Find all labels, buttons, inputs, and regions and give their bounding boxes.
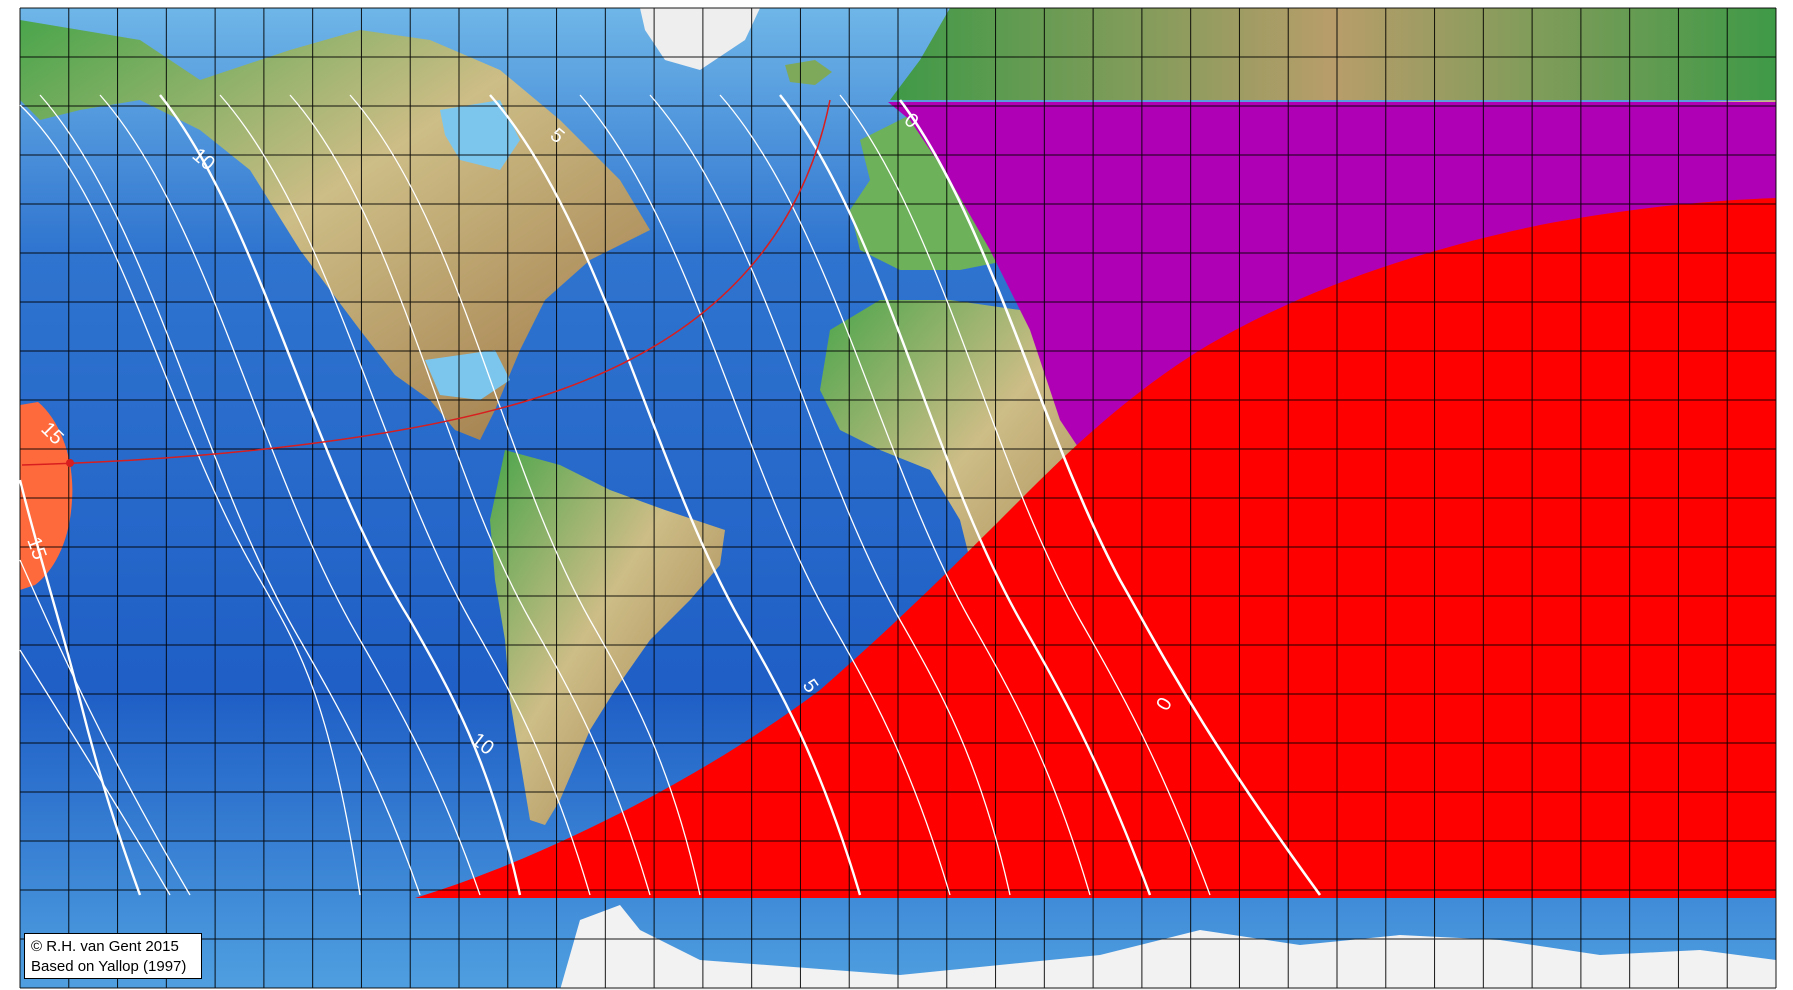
gulf-of-mexico: [425, 350, 510, 400]
contour-line: [349, 94, 701, 896]
contour-line: [779, 94, 1152, 896]
contour-line: [219, 94, 591, 896]
graticule: [19, 7, 1777, 989]
contour-line: [39, 94, 421, 896]
contour-line: [99, 94, 481, 896]
greenland: [640, 8, 760, 70]
zone-purple: [888, 102, 1776, 450]
antarctica: [560, 905, 1776, 990]
iceland: [785, 60, 832, 85]
path-line: [21, 99, 831, 466]
path-marker: [66, 459, 74, 467]
contour-line: [489, 94, 862, 896]
arctic-eurasia: [890, 8, 1776, 100]
contour-line: [19, 649, 171, 896]
visibility-zones: [20, 102, 1776, 898]
contour-line: [839, 94, 1211, 896]
credit-line-2: Based on Yallop (1997): [31, 958, 187, 975]
contour-line: [18, 479, 142, 896]
south-america: [490, 450, 725, 825]
credit-box: © R.H. van Gent 2015 Based on Yallop (19…: [24, 933, 202, 979]
contour-line: [649, 94, 1011, 896]
zone-red: [415, 198, 1776, 898]
hudson-bay: [440, 100, 520, 170]
contour-line: [159, 94, 522, 896]
contour-line: [289, 94, 651, 896]
contour-line: [19, 104, 361, 896]
contour-line: [19, 559, 191, 896]
contour-lines: [18, 94, 1322, 896]
credit-line-1: © R.H. van Gent 2015: [31, 938, 179, 955]
contour-line: [898, 99, 1322, 896]
contour-line: [719, 94, 1091, 896]
contour-line: [579, 94, 951, 896]
